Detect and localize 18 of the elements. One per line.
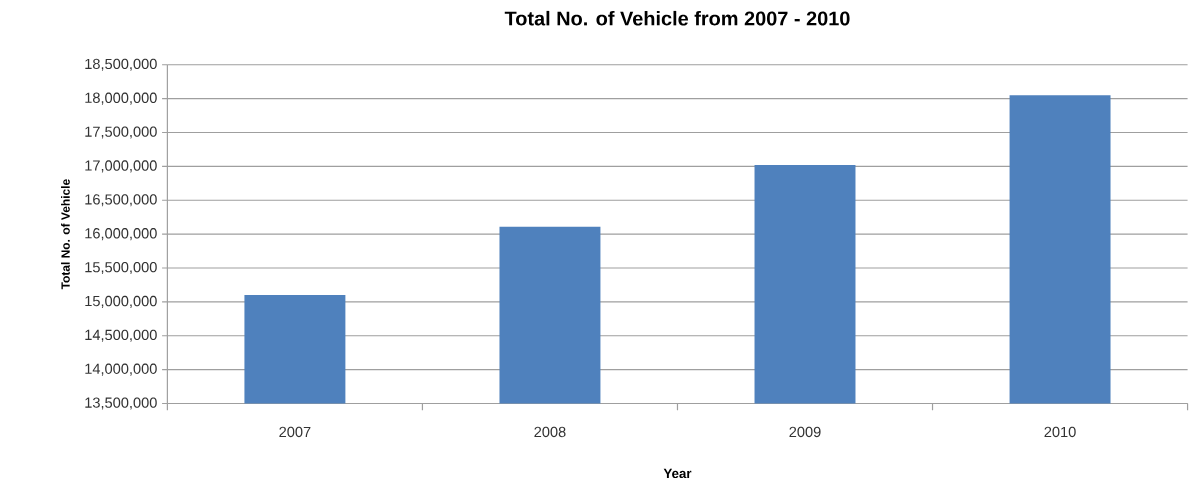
y-tick-label: 15,000,000 bbox=[85, 295, 157, 308]
y-tick-label: 14,000,000 bbox=[85, 363, 157, 376]
y-tick-label: 18,000,000 bbox=[85, 92, 157, 105]
x-axis-title: Year bbox=[663, 468, 692, 478]
x-tick-label: 2007 bbox=[279, 426, 311, 438]
y-tick-label: 16,500,000 bbox=[85, 194, 157, 207]
x-tick-label: 2010 bbox=[1044, 426, 1076, 438]
y-tick-label: 13,500,000 bbox=[85, 397, 157, 410]
chart-title: Total No. of Vehicle from 2007 - 2010 bbox=[504, 10, 850, 26]
y-tick-label: 17,500,000 bbox=[85, 126, 157, 139]
x-tick-label: 2009 bbox=[789, 426, 821, 438]
y-tick-label: 14,500,000 bbox=[85, 329, 157, 342]
y-tick-label: 15,500,000 bbox=[85, 261, 157, 274]
y-axis-title: Total No. of Vehicle bbox=[61, 179, 70, 290]
y-tick-label: 17,000,000 bbox=[85, 160, 157, 173]
y-tick-label: 18,500,000 bbox=[85, 58, 157, 71]
x-tick-label: 2008 bbox=[534, 426, 566, 438]
y-tick-label: 16,000,000 bbox=[85, 228, 157, 241]
